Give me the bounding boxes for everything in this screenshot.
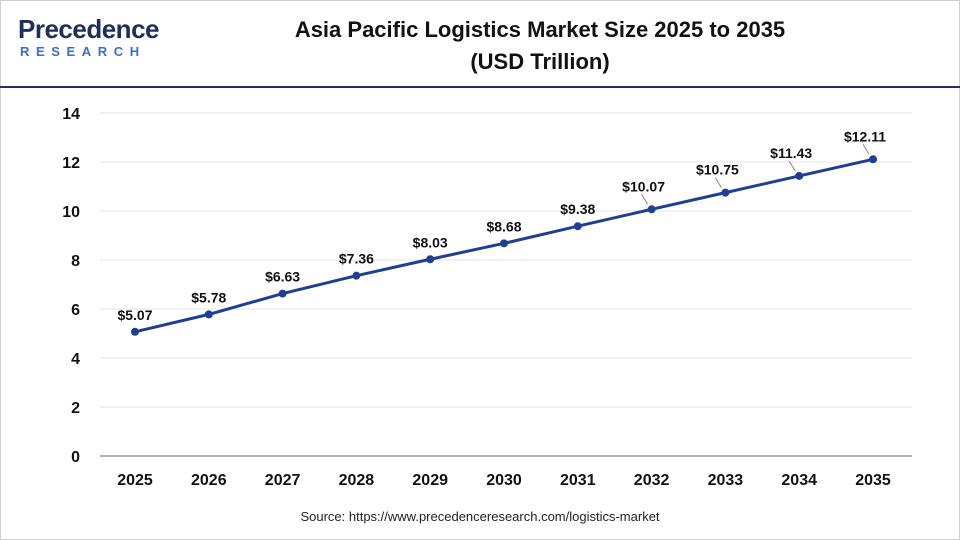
chart-title: Asia Pacific Logistics Market Size 2025 … [294,17,786,42]
label-leader-line [714,177,722,188]
data-label: $5.07 [117,307,152,323]
label-leader-line [862,144,870,155]
y-tick-label: 12 [62,155,80,172]
data-label: $12.11 [844,128,886,144]
data-label: $11.43 [770,145,812,161]
x-tick-label: 2034 [781,472,817,489]
data-point [278,289,287,298]
x-tick-label: 2028 [339,472,375,489]
data-label: $5.78 [191,289,226,305]
data-point [352,271,361,280]
x-tick-label: 2029 [412,472,448,489]
label-leader-line [641,194,649,205]
data-point [204,310,213,319]
y-tick-label: 8 [71,253,80,270]
x-tick-labels: 2025 2026 2027 2028 2029 2030 2031 2032 2033 2034… [117,472,891,489]
x-tick-label: 2032 [634,472,670,489]
header: Precedence RESEARCH Asia Pacific Logisti… [0,0,960,88]
data-labels: $5.07 $5.78 $6.63 $7.36 $8.03 $8.68 $9.38 $10.0… [117,128,886,322]
data-point [573,222,582,231]
chart-subtitle: (USD Trillion) [470,49,610,74]
y-tick-label: 0 [71,449,80,466]
data-point [795,171,804,180]
data-point [647,205,656,214]
y-tick-label: 2 [71,400,80,417]
data-label: $7.36 [339,251,374,267]
data-markers [131,155,877,336]
data-point [500,239,508,248]
y-tick-label: 4 [71,351,80,368]
precedence-research-logo: Precedence RESEARCH [18,14,168,64]
y-tick-label: 14 [62,106,80,123]
data-label: $9.38 [560,201,595,217]
data-point [869,155,877,164]
y-tick-label: 6 [71,302,80,319]
data-label: $8.68 [486,218,521,234]
source-note: Source: https://www.precedenceresearch.c… [300,509,660,524]
data-point [721,188,730,197]
data-label: $6.63 [265,269,300,285]
x-tick-label: 2027 [265,472,301,489]
x-tick-label: 2033 [708,472,744,489]
data-point [426,255,435,264]
data-point [131,327,139,336]
x-tick-label: 2025 [117,472,153,489]
data-label: $8.03 [413,234,448,250]
label-leader-line [788,160,796,172]
data-label: $10.75 [696,162,739,178]
y-tick-labels: 0 2 4 6 8 10 12 14 [62,106,80,466]
logo-subtext: RESEARCH [20,44,146,59]
x-tick-label: 2035 [855,472,891,489]
data-label: $10.07 [622,178,665,194]
chart-title-block: Asia Pacific Logistics Market Size 2025 … [230,14,850,78]
logo-wordmark: Precedence [18,14,159,44]
x-tick-label: 2030 [486,472,522,489]
gridlines [100,112,912,408]
x-tick-label: 2031 [560,472,596,489]
x-tick-label: 2026 [191,472,227,489]
y-tick-label: 10 [62,204,80,221]
